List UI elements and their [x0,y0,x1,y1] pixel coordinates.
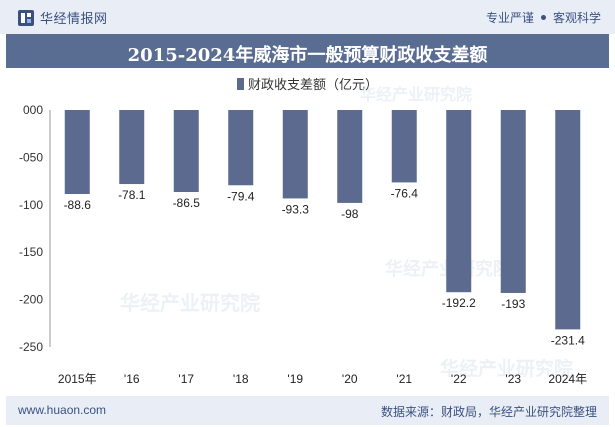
footer-bar: www.huaon.com 数据来源：财政局，华经产业研究院整理 [6,396,609,425]
data-label: -88.6 [64,198,92,212]
x-tick-label: '16 [124,372,140,386]
data-label: -79.4 [227,189,255,203]
legend-swatch [236,77,244,90]
bar [64,110,90,194]
website-link[interactable]: www.huaon.com [18,403,107,417]
y-tick-label: -100 [19,198,43,212]
data-label: -76.4 [391,186,419,200]
bar [119,110,145,185]
bar-chart: 华经产业研究院华经产业研究院华经产业研究院华经产业研究院000-050-100-… [19,85,587,386]
x-tick-label: '20 [342,372,358,386]
y-tick-label: 000 [23,103,43,117]
x-tick-label: '18 [233,372,249,386]
x-tick-label: '22 [451,372,467,386]
brand-name: 华经情报网 [40,11,108,26]
y-tick-label: -250 [19,340,43,354]
data-label: -193 [501,297,525,311]
legend: 财政收支差额（亿元） [0,74,615,93]
bar [173,110,199,193]
data-label: -192.2 [442,296,476,310]
data-label: -93.3 [282,202,310,216]
watermark-text: 华经产业研究院 [120,291,260,315]
x-tick-label: '17 [178,372,194,386]
data-label: -231.4 [551,333,585,347]
title-bar: 2015-2024年威海市一般预算财政收支差额 [6,34,609,68]
legend-label: 财政收支差额（亿元） [247,77,378,92]
data-label: -98 [341,207,359,221]
x-tick-label: 2024年 [548,372,587,386]
bar [446,110,472,293]
x-tick-label: '19 [287,372,303,386]
y-tick-label: -050 [19,150,43,164]
y-tick-label: -200 [19,293,43,307]
chart-title: 2015-2024年威海市一般预算财政收支差额 [127,45,488,66]
tag-objective: 客观科学 [552,11,601,25]
y-tick-label: -150 [19,245,43,259]
bar [337,110,363,203]
x-tick-label: 2015年 [58,372,97,386]
data-label: -78.1 [118,188,146,202]
x-tick-label: '23 [505,372,521,386]
header-bar: 华经情报网 专业严谨 客观科学 [0,0,615,34]
data-label: -86.5 [173,196,201,210]
watermark-text: 华经产业研究院 [440,357,573,380]
x-tick-label: '21 [396,372,412,386]
bar [391,110,417,183]
bar [555,110,581,330]
huajing-logo-icon [18,9,34,26]
tag-separator-dot [540,15,546,20]
brand: 华经情报网 [18,8,108,27]
header-tags: 专业严谨 客观科学 [486,9,601,26]
bar [228,110,254,186]
tag-professional: 专业严谨 [485,11,534,25]
bar [282,110,308,199]
watermark-text: 华经产业研究院 [360,85,472,104]
bar [500,110,526,293]
data-source: 数据来源：财政局，华经产业研究院整理 [380,405,597,419]
